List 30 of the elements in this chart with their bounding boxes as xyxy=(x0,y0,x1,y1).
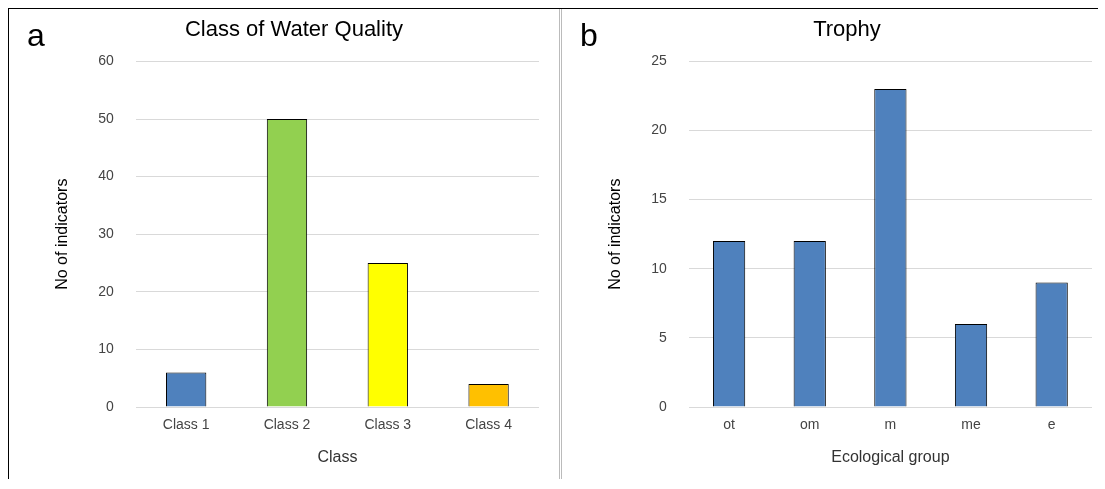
y-tick-label: 60 xyxy=(98,52,114,69)
x-tick-label: om xyxy=(800,416,820,433)
y-axis-title: No of indicators xyxy=(53,178,71,290)
x-tick-label: Class 4 xyxy=(465,416,513,433)
y-tick-label: 20 xyxy=(98,282,114,299)
y-tick-label: 40 xyxy=(98,167,114,184)
x-tick-label: m xyxy=(884,416,897,433)
y-tick-label: 10 xyxy=(651,259,667,276)
y-tick-label: 0 xyxy=(658,397,667,414)
y-tick-label: 5 xyxy=(658,328,667,345)
text: b xyxy=(580,16,598,53)
y-tick-label: 15 xyxy=(651,190,667,207)
chart-title: Trophy xyxy=(813,16,881,42)
y-tick-label: 10 xyxy=(98,340,114,357)
x-tick-label: ot xyxy=(723,416,736,433)
y-tick-label: 30 xyxy=(98,225,114,242)
x-tick-label: e xyxy=(1047,416,1056,433)
x-axis-title: Ecological group xyxy=(831,447,950,465)
x-axis-title: Class xyxy=(317,447,358,465)
y-tick-label: 50 xyxy=(98,109,114,126)
y-tick-label: 20 xyxy=(651,121,667,138)
x-tick-label: Class 2 xyxy=(263,416,311,433)
y-tick-label: 25 xyxy=(651,52,667,69)
x-tick-label: Class 1 xyxy=(162,416,210,433)
y-axis-title: No of indicators xyxy=(606,178,624,290)
y-tick-label: 0 xyxy=(105,397,114,414)
x-tick-label: me xyxy=(961,416,981,433)
text: a xyxy=(27,16,45,53)
x-tick-label: Class 3 xyxy=(364,416,412,433)
chart-title: Class of Water Quality xyxy=(184,16,404,42)
